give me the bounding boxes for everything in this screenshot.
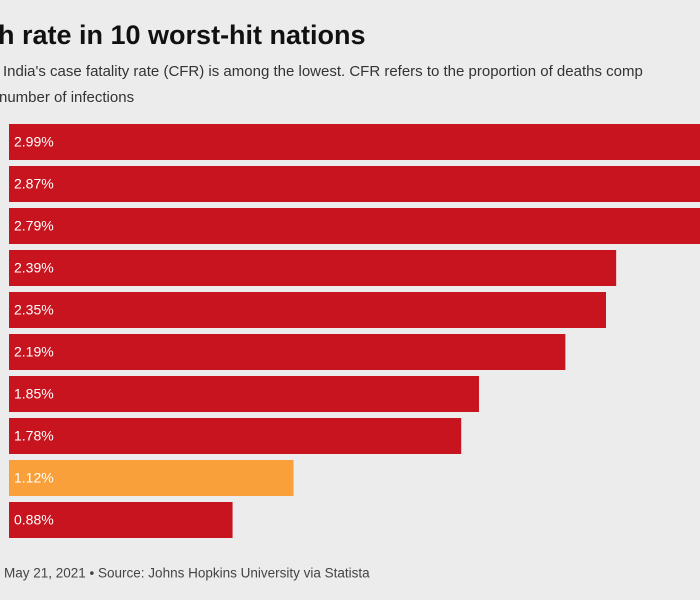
value-label: 1.85%	[14, 386, 54, 402]
chart-title: h rate in 10 worst-hit nations	[0, 20, 366, 50]
bar	[9, 208, 700, 244]
subtitle: India's case fatality rate (CFR) is amon…	[3, 63, 643, 80]
bar	[9, 376, 479, 412]
value-label: 2.79%	[14, 218, 54, 234]
source: May 21, 2021 • Source: Johns Hopkins Uni…	[4, 566, 370, 581]
value-label: 1.12%	[14, 470, 54, 486]
value-label: 2.39%	[14, 260, 54, 276]
value-label: 2.35%	[14, 302, 54, 318]
subtitle: number of infections	[0, 89, 134, 106]
bar	[9, 460, 294, 496]
bar	[9, 418, 462, 454]
bar	[9, 292, 607, 328]
value-label: 2.87%	[14, 176, 54, 192]
bar	[9, 502, 233, 538]
value-label: 2.19%	[14, 344, 54, 360]
value-label: 1.78%	[14, 428, 54, 444]
value-label: 2.99%	[14, 134, 54, 150]
bar	[9, 334, 566, 370]
value-label: 0.88%	[14, 512, 54, 528]
bar	[9, 166, 700, 202]
bar	[9, 124, 700, 160]
bar	[9, 250, 617, 286]
